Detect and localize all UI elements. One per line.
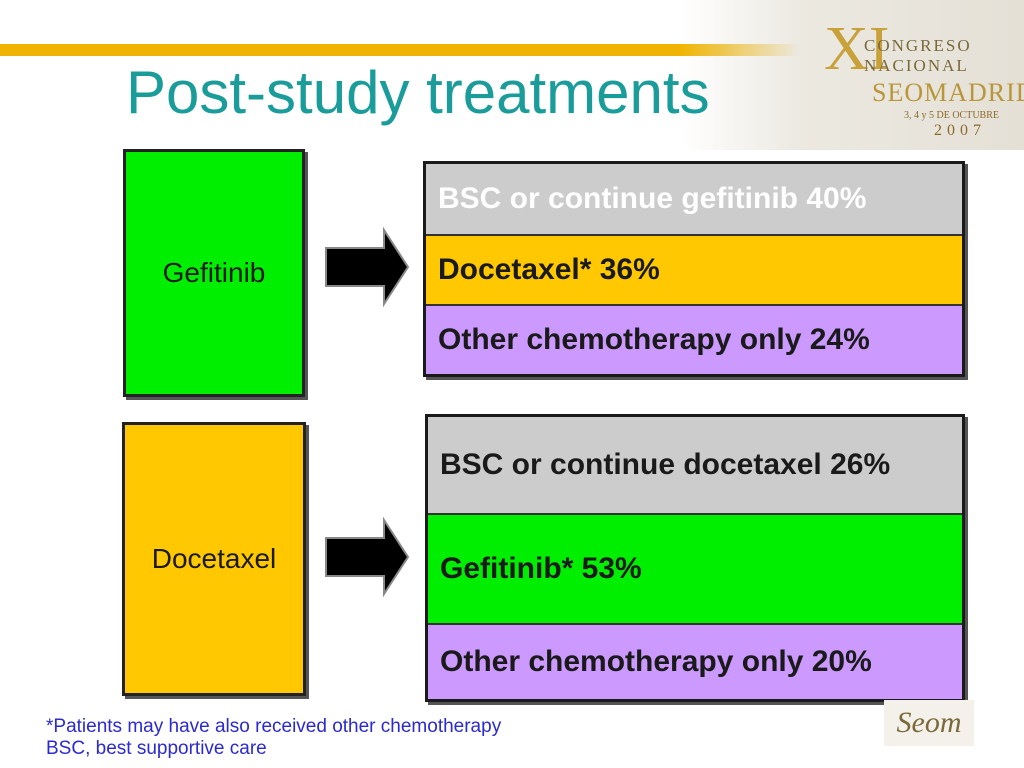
slide-title: Post-study treatments — [126, 59, 710, 126]
logo-line-2: NACIONAL — [864, 56, 969, 75]
outcome-other-chemo: Other chemotherapy only 20% — [428, 623, 962, 699]
arm-label: Gefitinib — [162, 257, 266, 288]
arm-label: Docetaxel — [151, 543, 277, 574]
arm-gefitinib-box: Gefitinib — [123, 149, 305, 397]
outcome-bsc: BSC or continue gefitinib 40% — [426, 164, 962, 234]
docetaxel-outcomes: BSC or continue docetaxel 26% Gefitinib*… — [425, 414, 965, 702]
top-accent-bar — [0, 44, 840, 56]
logo-line-1: CONGRESO — [864, 36, 972, 55]
congress-logo: XI CONGRESO NACIONAL SEOMADRID 3, 4 y 5 … — [820, 15, 1024, 148]
arm-docetaxel-box: Docetaxel — [122, 422, 306, 696]
logo-numeral: XI — [824, 15, 890, 83]
logo-line-3: SEOMADRID — [872, 78, 1024, 107]
footnotes: *Patients may have also received other c… — [46, 716, 501, 760]
outcome-bsc: BSC or continue docetaxel 26% — [428, 417, 962, 513]
logo-dates: 3, 4 y 5 DE OCTUBRE — [904, 110, 999, 121]
seom-logo: Seom — [884, 700, 974, 746]
footnote-abbreviation: BSC, best supportive care — [46, 738, 267, 759]
gefitinib-outcomes: BSC or continue gefitinib 40% Docetaxel*… — [423, 161, 965, 377]
congress-banner — [680, 0, 1024, 150]
right-arrow-icon — [325, 516, 410, 598]
footnote-asterisk: *Patients may have also received other c… — [46, 716, 502, 737]
logo-year: 2007 — [934, 122, 986, 139]
outcome-gefitinib: Gefitinib* 53% — [428, 513, 962, 623]
outcome-docetaxel: Docetaxel* 36% — [426, 234, 962, 304]
right-arrow-icon — [325, 226, 410, 308]
outcome-other-chemo: Other chemotherapy only 24% — [426, 304, 962, 374]
